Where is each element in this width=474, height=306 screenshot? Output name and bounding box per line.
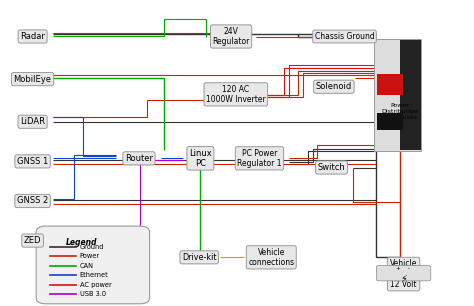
Text: GNSS 2: GNSS 2 bbox=[17, 196, 48, 205]
Text: AC power: AC power bbox=[80, 282, 111, 288]
Text: 120 AC
1000W Inverter: 120 AC 1000W Inverter bbox=[206, 85, 266, 104]
Bar bbox=[400, 40, 421, 150]
Text: Router: Router bbox=[125, 154, 153, 163]
FancyBboxPatch shape bbox=[376, 266, 431, 281]
Text: +    -: + - bbox=[396, 266, 410, 271]
Text: LiDAR: LiDAR bbox=[20, 117, 45, 126]
Text: Chassis Ground: Chassis Ground bbox=[315, 32, 374, 41]
Text: Vehicle
connections: Vehicle connections bbox=[248, 248, 294, 267]
Text: 24V
Regulator: 24V Regulator bbox=[212, 27, 250, 46]
Text: PC Power
Regulator 1: PC Power Regulator 1 bbox=[237, 149, 282, 168]
Text: CAN: CAN bbox=[80, 263, 94, 269]
Text: Power: Power bbox=[80, 253, 100, 259]
Text: Power
Distribution
With Fuses: Power Distribution With Fuses bbox=[382, 103, 419, 120]
Text: Legend: Legend bbox=[66, 238, 97, 247]
Text: USB 3.0: USB 3.0 bbox=[80, 291, 106, 297]
Text: Linux
PC: Linux PC bbox=[189, 149, 212, 168]
Text: Vehicle
Battery
12 Volt: Vehicle Battery 12 Volt bbox=[389, 259, 418, 289]
Text: Ethernet: Ethernet bbox=[80, 272, 109, 278]
FancyBboxPatch shape bbox=[374, 39, 421, 151]
Text: GNSS 1: GNSS 1 bbox=[17, 157, 48, 166]
Text: MobilEye: MobilEye bbox=[14, 75, 52, 84]
Text: ZED: ZED bbox=[24, 236, 41, 245]
Bar bbox=[377, 114, 403, 130]
Text: Solenoid: Solenoid bbox=[316, 82, 352, 91]
Text: Radar: Radar bbox=[20, 32, 45, 41]
FancyBboxPatch shape bbox=[36, 226, 150, 304]
Text: Drive-kit: Drive-kit bbox=[182, 253, 217, 262]
Bar bbox=[377, 74, 403, 95]
Text: Ground: Ground bbox=[80, 244, 104, 250]
Text: ⚡: ⚡ bbox=[400, 273, 407, 283]
Text: Switch: Switch bbox=[318, 163, 346, 172]
